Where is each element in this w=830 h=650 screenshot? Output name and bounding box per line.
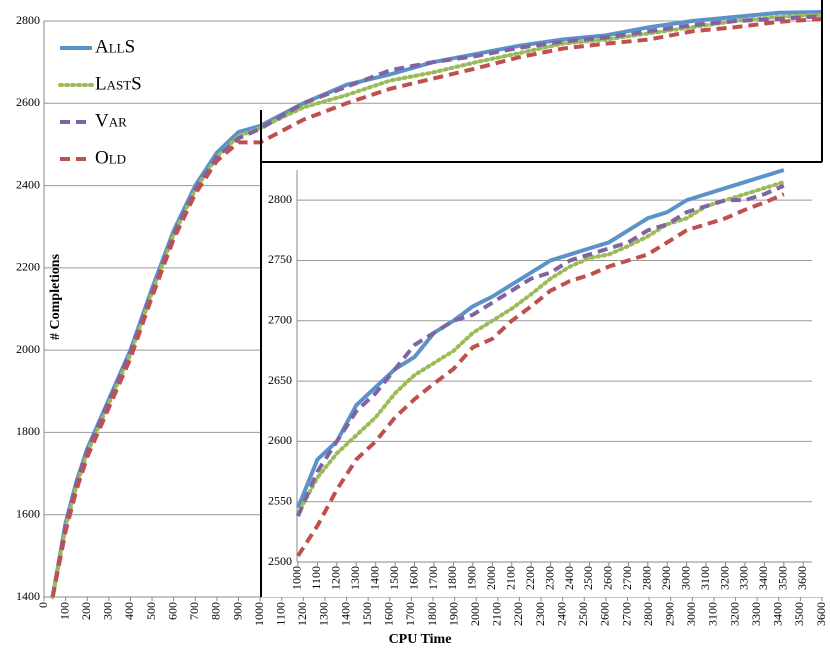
- x-tick-label: 2800: [641, 602, 655, 626]
- x-axis-title: CPU Time: [389, 632, 452, 647]
- x-tick-label: 1000: [290, 566, 304, 590]
- series-line: [50, 16, 823, 598]
- x-tick-label: 3200: [727, 602, 741, 626]
- x-tick-label: 1000: [252, 602, 266, 626]
- x-tick-label: 1100: [309, 566, 323, 590]
- y-tick-label: 2200: [16, 260, 40, 274]
- x-tick-label: 2100: [503, 566, 517, 590]
- legend-label: AllS: [95, 36, 135, 57]
- x-tick-label: 100: [57, 602, 71, 620]
- x-tick-label: 2700: [620, 566, 634, 590]
- y-tick-label: 2600: [268, 433, 292, 447]
- inset-background: [261, 162, 822, 597]
- y-tick-label: 2600: [16, 95, 40, 109]
- x-tick-label: 1800: [445, 566, 459, 590]
- legend-label: LastS: [95, 73, 142, 94]
- x-tick-label: 1700: [403, 602, 417, 626]
- x-tick-label: 1700: [426, 566, 440, 590]
- y-tick-label: 2550: [268, 493, 292, 507]
- x-tick-label: 3300: [737, 566, 751, 590]
- x-tick-label: 500: [144, 602, 158, 620]
- x-tick-label: 3500: [776, 566, 790, 590]
- x-tick-label: 200: [79, 602, 93, 620]
- x-tick-label: 2000: [484, 566, 498, 590]
- inset-chart: 2500 2550 2600 2650 2700 2750 2800 1000 1100 1200…: [268, 168, 812, 590]
- x-tick-label: 3400: [756, 566, 770, 590]
- x-tick-label: 3000: [684, 602, 698, 626]
- x-tick-label: 1300: [317, 602, 331, 626]
- x-tick-label: 3400: [771, 602, 785, 626]
- x-tick-label: 3600: [795, 566, 809, 590]
- y-tick-label: 2800: [268, 192, 292, 206]
- x-tick-label: 600: [165, 602, 179, 620]
- x-tick-label: 1600: [406, 566, 420, 590]
- y-tick-label: 2650: [268, 373, 292, 387]
- x-tick-label: 300: [101, 602, 115, 620]
- x-tick-label: 3300: [749, 602, 763, 626]
- x-tick-label: 2200: [523, 566, 537, 590]
- x-tick-label: 2400: [554, 602, 568, 626]
- x-tick-label: 2000: [468, 602, 482, 626]
- x-tick-label: 3200: [717, 566, 731, 590]
- y-tick-label: 2400: [16, 177, 40, 191]
- x-tick-label: 700: [187, 602, 201, 620]
- x-tick-label: 2300: [533, 602, 547, 626]
- x-tick-label: 1200: [329, 566, 343, 590]
- y-tick-label: 2700: [268, 313, 292, 327]
- x-tick-label: 3600: [814, 602, 828, 626]
- x-tick-label: 2800: [640, 566, 654, 590]
- y-tick-label: 1800: [16, 424, 40, 438]
- x-tick-label: 1800: [425, 602, 439, 626]
- x-tick-label: 2500: [581, 566, 595, 590]
- y-axis-title: # Completions: [48, 253, 63, 340]
- x-tick-label: 400: [122, 602, 136, 620]
- x-tick-label: 2300: [542, 566, 556, 590]
- series-line: [50, 14, 823, 598]
- x-tick-label: 1500: [387, 566, 401, 590]
- x-tick-label: 900: [230, 602, 244, 620]
- x-tick-label: 3100: [706, 602, 720, 626]
- x-tick-label: 1900: [465, 566, 479, 590]
- x-tick-label: 1400: [367, 566, 381, 590]
- legend-label: Old: [95, 147, 126, 168]
- x-tick-label: 2600: [598, 602, 612, 626]
- x-tick-label: 1200: [295, 602, 309, 626]
- x-tick-label: 3100: [698, 566, 712, 590]
- x-tick-label: 2200: [511, 602, 525, 626]
- x-tick-label: 3500: [792, 602, 806, 626]
- x-tick-label: 0: [36, 602, 50, 608]
- legend-label: Var: [95, 110, 127, 131]
- x-tick-label: 2900: [662, 602, 676, 626]
- x-tick-label: 1600: [382, 602, 396, 626]
- y-tick-label: 2800: [16, 13, 40, 27]
- series-line: [296, 192, 785, 558]
- x-tick-label: 1400: [338, 602, 352, 626]
- x-tick-label: 2900: [659, 566, 673, 590]
- x-tick-label: 3000: [678, 566, 692, 590]
- x-tick-label: 2500: [576, 602, 590, 626]
- x-tick-label: 1500: [360, 602, 374, 626]
- y-tick-label: 1400: [16, 589, 40, 603]
- series-line: [296, 183, 785, 517]
- x-tick-label: 1100: [273, 602, 287, 626]
- y-tick-label: 2000: [16, 342, 40, 356]
- x-tick-label: 2100: [490, 602, 504, 626]
- y-tick-label: 2750: [268, 252, 292, 266]
- series-line: [296, 168, 785, 509]
- x-tick-label: 1300: [348, 566, 362, 590]
- x-tick-label: 800: [209, 602, 223, 620]
- x-tick-label: 2600: [601, 566, 615, 590]
- y-tick-label: 2500: [268, 554, 292, 568]
- x-tick-label: 2400: [562, 566, 576, 590]
- x-tick-label: 1900: [446, 602, 460, 626]
- x-tick-label: 2700: [619, 602, 633, 626]
- y-tick-label: 1600: [16, 506, 40, 520]
